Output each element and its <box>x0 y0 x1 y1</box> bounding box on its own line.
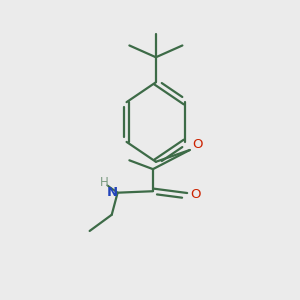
Text: H: H <box>100 176 109 189</box>
Text: O: O <box>193 138 203 151</box>
Text: N: N <box>107 186 118 199</box>
Text: O: O <box>190 188 200 201</box>
